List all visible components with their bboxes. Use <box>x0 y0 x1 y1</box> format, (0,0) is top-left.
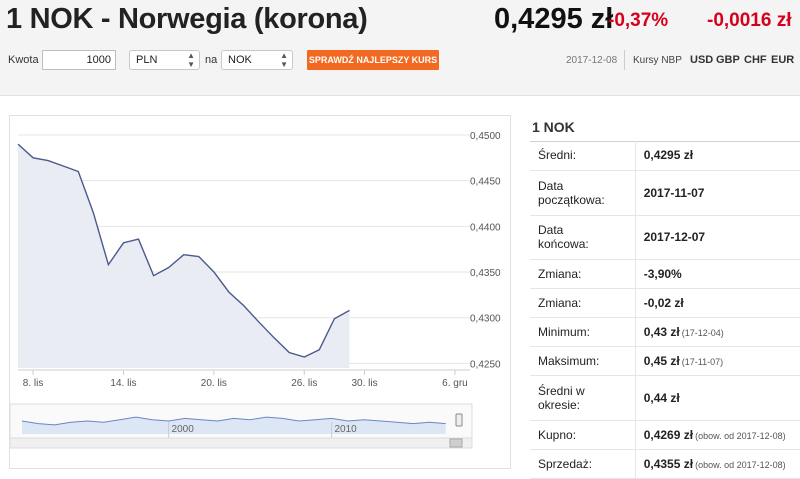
best-rate-button[interactable]: SPRAWDŹ NAJLEPSZY KURS <box>307 50 439 70</box>
y-tick-label: 0,4350 <box>470 268 501 279</box>
stats-value: -0,02 zł <box>635 288 800 318</box>
x-tick-label: 14. lis <box>110 378 136 389</box>
select-arrows-icon: ▲ ▼ <box>280 51 288 69</box>
stats-value-text: 0,4295 zł <box>643 148 694 163</box>
stats-value: 0,44 zł <box>635 375 800 421</box>
header-bar: 1 NOK - Norwegia (korona) 0,4295 zł -0,3… <box>0 0 800 96</box>
x-tick-label: 8. lis <box>23 378 44 389</box>
stats-label: Maksimum: <box>530 346 636 376</box>
stats-row: Sprzedaż: 0,4355 zł (obow. od 2017-12-08) <box>530 449 800 479</box>
toolbar-divider <box>624 50 625 70</box>
stats-label: Zmiana: <box>530 288 636 318</box>
stats-label: Średni w okresie: <box>530 375 636 421</box>
currency-link-eur[interactable]: EUR <box>771 54 795 66</box>
x-tick-label: 20. lis <box>201 378 227 389</box>
change-value: -0,0016 zł <box>707 10 792 31</box>
rate-date: 2017-12-08 <box>566 55 618 66</box>
stats-value-text: 0,4269 zł <box>643 427 694 442</box>
stats-value-text: 2017-12-07 <box>643 230 706 244</box>
rate-chart[interactable]: 0,4500 0,4450 0,4400 0,4350 0,4300 0,4250 8. l… <box>9 116 512 470</box>
stats-panel-title: 1 NOK <box>532 119 575 135</box>
stats-value: 0,4269 zł (obow. od 2017-12-08) <box>635 420 800 450</box>
stats-row: Minimum: 0,43 zł (17-12-04) <box>530 317 800 347</box>
select-arrows-icon: ▲ ▼ <box>187 51 195 69</box>
navigator-tick-label: 2000 <box>172 424 195 435</box>
x-tick-label: 6. gru <box>442 378 468 389</box>
stats-label: Średni: <box>530 141 636 171</box>
y-tick-label: 0,4500 <box>470 131 501 142</box>
stats-row: Średni: 0,4295 zł <box>530 141 800 171</box>
na-label: na <box>205 54 218 66</box>
y-tick-label: 0,4300 <box>470 314 501 325</box>
stats-value: 0,45 zł (17-11-07) <box>635 346 800 376</box>
current-rate: 0,4295 zł <box>494 3 614 35</box>
stats-row: Data końcowa: 2017-12-07 <box>530 215 800 260</box>
to-currency-value: NOK <box>228 54 252 66</box>
navigator-scrollbar-thumb[interactable] <box>449 438 463 448</box>
change-percent: -0,37% <box>608 10 669 31</box>
stats-label: Zmiana: <box>530 259 636 289</box>
stats-table: Średni: 0,4295 zł Data początkowa: 2017-11-… <box>530 141 800 479</box>
from-currency-value: PLN <box>136 54 158 66</box>
currency-link-usd[interactable]: USD <box>690 54 714 66</box>
stats-row: Kupno: 0,4269 zł (obow. od 2017-12-08) <box>530 420 800 450</box>
navigator-handle[interactable] <box>455 413 463 427</box>
stats-value: -3,90% <box>635 259 800 289</box>
x-tick-label: 30. lis <box>351 378 377 389</box>
stats-row: Średni w okresie: 0,44 zł <box>530 375 800 421</box>
stats-value: 2017-12-07 <box>635 215 800 260</box>
from-currency-select[interactable]: PLN ▲ ▼ <box>129 50 200 70</box>
stats-label: Data końcowa: <box>530 215 636 260</box>
stats-note: (17-11-07) <box>681 356 724 367</box>
page-title: 1 NOK - Norwegia (korona) <box>6 3 368 35</box>
series-line <box>17 143 350 358</box>
stats-value-text: 0,45 zł <box>643 353 680 368</box>
stats-value-text: 0,43 zł <box>643 324 680 339</box>
navigator-area <box>22 417 446 434</box>
nbp-rates-label: Kursy NBP <box>633 55 682 66</box>
stats-row: Zmiana: -0,02 zł <box>530 288 800 318</box>
stats-value-text: 0,4355 zł <box>643 456 694 471</box>
stats-label: Sprzedaż: <box>530 449 636 479</box>
stats-label: Kupno: <box>530 420 636 450</box>
stats-label: Data początkowa: <box>530 170 636 216</box>
stats-row: Zmiana: -3,90% <box>530 259 800 289</box>
amount-input[interactable]: 1000 <box>42 50 116 70</box>
stats-value-text: 0,44 zł <box>643 390 680 405</box>
stats-value-text: -3,90% <box>643 266 682 281</box>
stats-value: 0,4355 zł (obow. od 2017-12-08) <box>635 449 800 479</box>
series-area <box>18 144 350 368</box>
stats-note: (17-12-04) <box>681 327 724 338</box>
stats-row: Data początkowa: 2017-11-07 <box>530 170 800 216</box>
currency-link-gbp[interactable]: GBP <box>716 54 740 66</box>
stats-value: 2017-11-07 <box>635 170 800 216</box>
x-tick-label: 26. lis <box>291 378 317 389</box>
navigator-line <box>21 416 446 426</box>
amount-label: Kwota <box>8 54 39 66</box>
stats-row: Maksimum: 0,45 zł (17-11-07) <box>530 346 800 376</box>
stats-value: 0,4295 zł <box>635 141 800 171</box>
currency-link-chf[interactable]: CHF <box>744 54 767 66</box>
rate-chart-container: 0,4500 0,4450 0,4400 0,4350 0,4300 0,4250 8. l… <box>9 115 511 469</box>
to-currency-select[interactable]: NOK ▲ ▼ <box>221 50 293 70</box>
y-tick-label: 0,4400 <box>470 222 501 233</box>
stats-value-text: -0,02 zł <box>643 295 684 310</box>
stats-value-text: 2017-11-07 <box>643 185 705 200</box>
y-tick-label: 0,4250 <box>470 359 501 370</box>
stats-note: (obow. od 2017-12-08) <box>695 430 786 441</box>
navigator-scrollbar-track <box>9 437 473 449</box>
navigator-tick-label: 2010 <box>335 424 358 435</box>
stats-value: 0,43 zł (17-12-04) <box>635 317 800 347</box>
stats-note: (obow. od 2017-12-08) <box>695 459 786 470</box>
stats-label: Minimum: <box>530 317 636 347</box>
y-tick-label: 0,4450 <box>470 177 501 188</box>
